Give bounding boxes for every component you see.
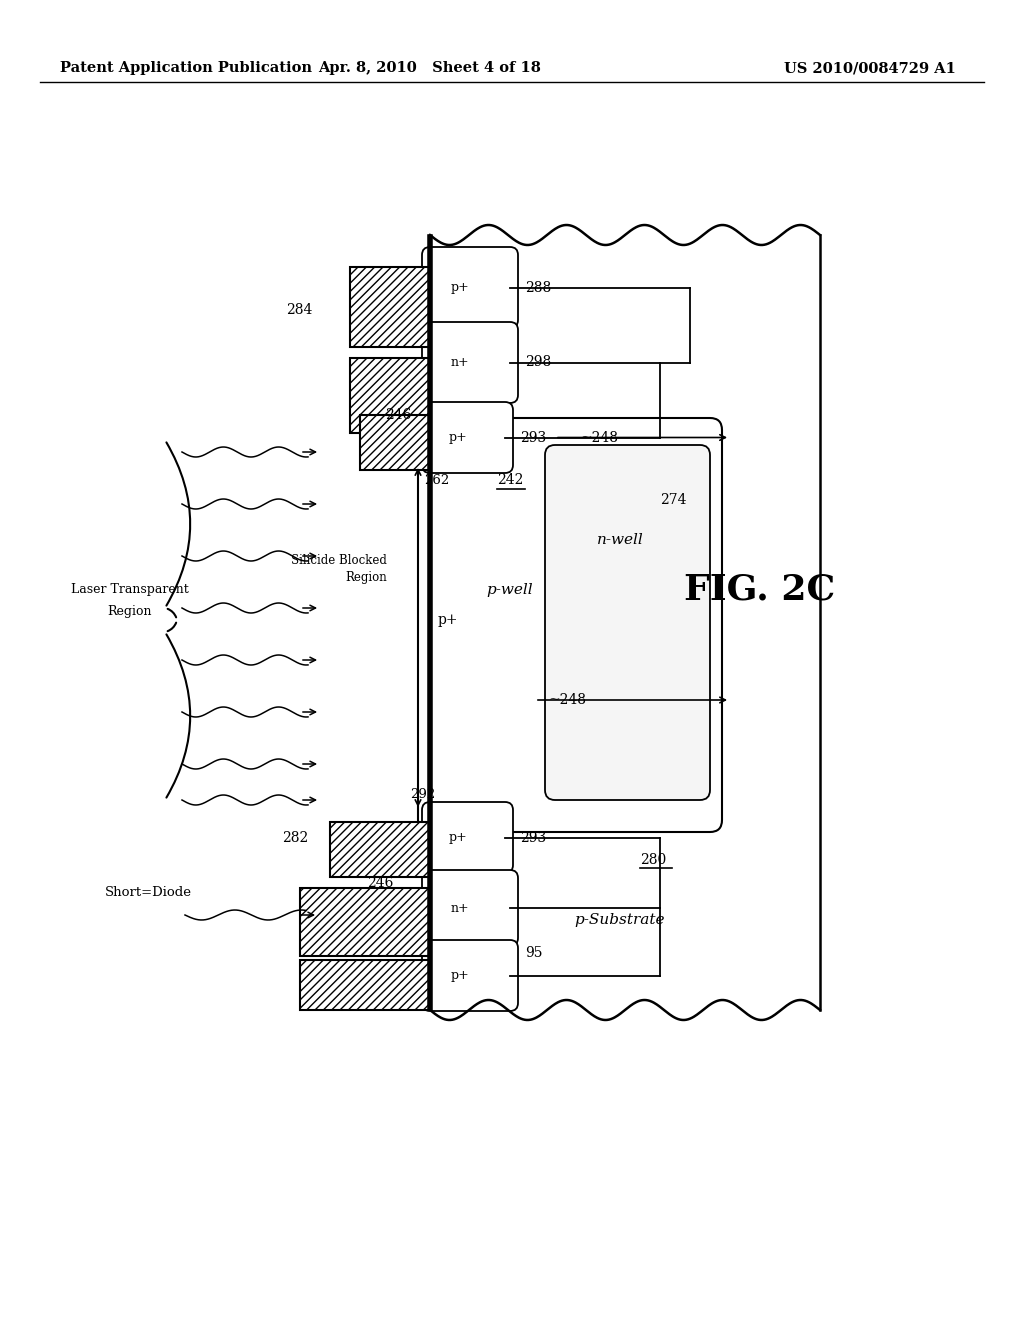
- FancyBboxPatch shape: [422, 403, 513, 473]
- Text: ~248: ~248: [548, 693, 586, 708]
- Text: 95: 95: [525, 946, 543, 960]
- Text: FIG. 2C: FIG. 2C: [684, 573, 836, 607]
- Bar: [330, 822, 430, 876]
- FancyBboxPatch shape: [418, 418, 722, 832]
- Text: Short=Diode: Short=Diode: [104, 887, 191, 899]
- Text: 246: 246: [385, 408, 412, 422]
- Text: Region: Region: [108, 606, 153, 619]
- Text: 298: 298: [525, 355, 551, 370]
- Text: 274: 274: [660, 492, 686, 507]
- Bar: [350, 267, 430, 347]
- Text: p+: p+: [451, 281, 469, 294]
- Text: 246: 246: [367, 876, 393, 890]
- Text: 280: 280: [640, 853, 667, 867]
- Text: 288: 288: [525, 281, 551, 294]
- Bar: [350, 358, 430, 433]
- Text: n+: n+: [451, 902, 469, 915]
- Text: 293: 293: [520, 830, 546, 845]
- FancyBboxPatch shape: [422, 322, 518, 403]
- Text: Region: Region: [345, 572, 387, 585]
- Text: p-Substrate: p-Substrate: [574, 913, 666, 927]
- Text: p+: p+: [449, 832, 467, 843]
- Text: 292: 292: [410, 788, 435, 801]
- Text: p-well: p-well: [486, 583, 534, 597]
- Text: 242: 242: [497, 473, 523, 487]
- Text: p+: p+: [449, 432, 467, 444]
- FancyBboxPatch shape: [545, 445, 710, 800]
- Text: Silicide Blocked: Silicide Blocked: [291, 553, 387, 566]
- Bar: [360, 414, 430, 470]
- Text: US 2010/0084729 A1: US 2010/0084729 A1: [784, 61, 956, 75]
- Text: n+: n+: [451, 356, 469, 370]
- Text: n-well: n-well: [597, 533, 643, 546]
- Bar: [430, 255, 510, 319]
- FancyBboxPatch shape: [422, 803, 513, 873]
- FancyBboxPatch shape: [422, 940, 518, 1011]
- Bar: [300, 960, 430, 1010]
- FancyBboxPatch shape: [422, 870, 518, 946]
- Text: p+: p+: [451, 969, 469, 982]
- Text: ~248: ~248: [580, 430, 618, 445]
- Text: Laser Transparent: Laser Transparent: [71, 583, 188, 597]
- FancyBboxPatch shape: [422, 247, 518, 327]
- Text: Apr. 8, 2010   Sheet 4 of 18: Apr. 8, 2010 Sheet 4 of 18: [318, 61, 542, 75]
- Text: Patent Application Publication: Patent Application Publication: [60, 61, 312, 75]
- Text: 284: 284: [286, 304, 312, 317]
- Text: 293: 293: [520, 430, 546, 445]
- Text: 262: 262: [424, 474, 450, 487]
- Bar: [300, 888, 430, 956]
- Text: 282: 282: [282, 832, 308, 845]
- Text: p+: p+: [437, 612, 459, 627]
